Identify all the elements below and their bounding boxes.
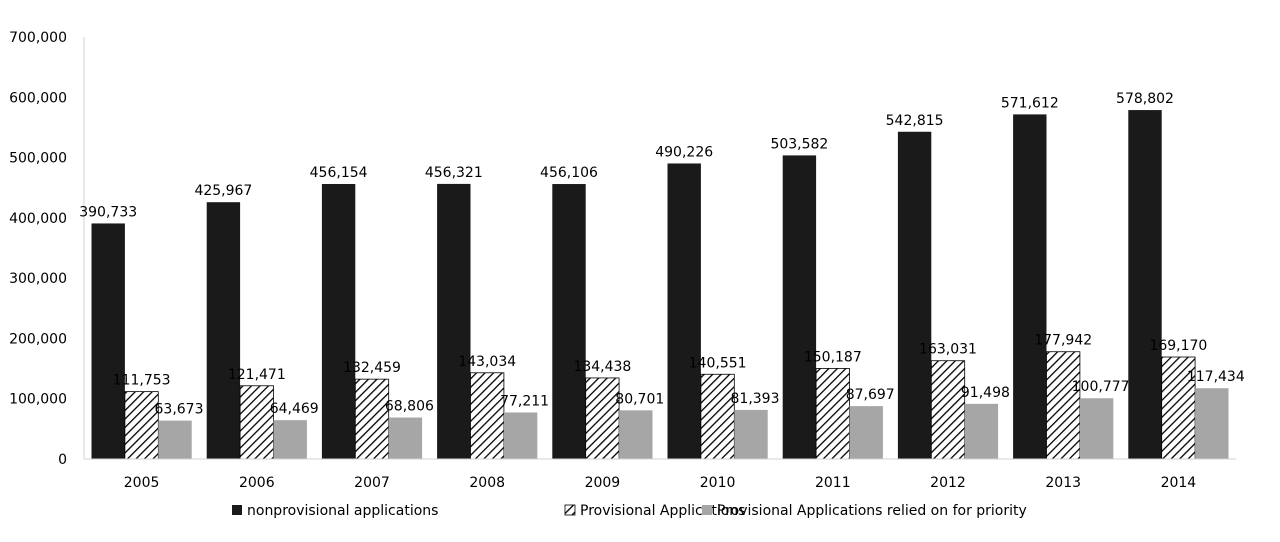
data-label: 542,815 — [886, 113, 944, 129]
x-axis: 2005 2006 2007 2008 2009 2010 2011 2012 2013 2014 — [84, 458, 1236, 491]
bar-nonprovisional-2014 — [1128, 110, 1162, 460]
y-tick-label: 400,000 — [9, 211, 67, 227]
data-label: 456,321 — [425, 165, 483, 181]
y-tick-label: 700,000 — [9, 30, 67, 46]
legend-label-provisional-priority: Provisional Applications relied on for p… — [717, 503, 1027, 519]
data-label: 169,170 — [1149, 338, 1207, 354]
bar-provisional-2008 — [470, 372, 505, 460]
data-label: 87,697 — [846, 387, 895, 403]
legend: nonprovisional applications Provisional A… — [232, 503, 1027, 519]
data-label: 132,459 — [343, 360, 401, 376]
bars-group — [91, 110, 1229, 460]
data-label: 121,471 — [228, 367, 286, 383]
bar-nonprovisional-2008 — [437, 183, 471, 459]
legend-label-nonprovisional: nonprovisional applications — [247, 503, 438, 519]
bar-provisional-2007 — [354, 378, 390, 460]
data-label: 425,967 — [194, 183, 252, 199]
data-label: 456,106 — [540, 165, 598, 181]
data-label: 63,673 — [155, 402, 204, 418]
bar-nonprovisional-2011 — [782, 155, 817, 459]
x-tick-label: 2005 — [124, 475, 160, 491]
data-label: 143,034 — [458, 354, 516, 370]
bar-provisional-priority-2010 — [734, 409, 768, 459]
bar-provisional-2009 — [585, 377, 620, 460]
x-tick-label: 2009 — [585, 475, 621, 491]
bar-provisional-2010 — [700, 373, 735, 460]
bar-provisional-priority-2014 — [1195, 388, 1229, 459]
bar-nonprovisional-2007 — [321, 184, 356, 459]
data-label: 456,154 — [310, 165, 368, 181]
y-tick-label: 0 — [58, 452, 67, 468]
data-label: 163,031 — [919, 342, 977, 358]
data-label: 503,582 — [770, 136, 828, 152]
legend-swatch-provisional-priority — [702, 505, 712, 515]
y-tick-label: 600,000 — [9, 90, 67, 106]
data-label: 68,806 — [385, 399, 434, 415]
x-tick-label: 2007 — [354, 475, 390, 491]
data-label: 91,498 — [961, 385, 1010, 401]
data-label: 140,551 — [689, 355, 747, 371]
bar-nonprovisional-2012 — [897, 131, 932, 459]
x-tick-label: 2013 — [1045, 475, 1081, 491]
bar-provisional-priority-2006 — [273, 420, 307, 459]
bar-provisional-2012 — [930, 360, 966, 460]
bar-provisional-priority-2005 — [158, 420, 192, 459]
data-label: 571,612 — [1001, 95, 1059, 111]
data-label: 111,753 — [113, 373, 171, 389]
bar-provisional-2011 — [815, 368, 850, 460]
y-tick-label: 500,000 — [9, 151, 67, 167]
bar-provisional-2005 — [124, 391, 159, 460]
bar-provisional-priority-2007 — [388, 417, 423, 459]
bar-provisional-2006 — [239, 385, 274, 460]
data-label: 77,211 — [500, 393, 549, 409]
data-label: 177,942 — [1034, 333, 1092, 349]
x-tick-label: 2011 — [815, 475, 851, 491]
data-label: 80,701 — [615, 391, 664, 407]
data-label: 64,469 — [270, 401, 319, 417]
bar-provisional-priority-2013 — [1079, 398, 1114, 459]
data-label: 81,393 — [731, 391, 780, 407]
bar-nonprovisional-2013 — [1013, 114, 1047, 459]
y-tick-label: 300,000 — [9, 271, 67, 287]
bar-provisional-priority-2009 — [619, 410, 653, 459]
bar-nonprovisional-2006 — [206, 202, 241, 459]
data-label: 490,226 — [655, 144, 713, 160]
x-tick-label: 2006 — [239, 475, 275, 491]
x-tick-label: 2014 — [1161, 475, 1197, 491]
y-axis: 0 100,000 200,000 300,000 400,000 500,000 600,… — [9, 30, 85, 468]
y-tick-label: 200,000 — [9, 331, 67, 347]
x-tick-label: 2010 — [700, 475, 736, 491]
bar-provisional-2013 — [1046, 351, 1081, 460]
data-label: 150,187 — [804, 349, 862, 365]
data-labels-group: 390,733 111,753 63,673 425,967 121,471 64,469… — [79, 91, 1245, 418]
legend-swatch-provisional — [564, 504, 576, 516]
data-label: 134,438 — [573, 359, 631, 375]
bar-provisional-priority-2012 — [964, 403, 999, 459]
legend-swatch-nonprovisional — [232, 505, 242, 515]
data-label: 390,733 — [79, 204, 137, 220]
x-tick-label: 2008 — [469, 475, 505, 491]
y-tick-label: 100,000 — [9, 392, 67, 408]
data-label: 578,802 — [1116, 91, 1174, 107]
bar-nonprovisional-2010 — [667, 163, 701, 460]
x-tick-label: 2012 — [930, 475, 966, 491]
bar-provisional-priority-2008 — [503, 412, 538, 459]
data-label: 117,434 — [1187, 369, 1245, 385]
bar-nonprovisional-2005 — [91, 223, 125, 459]
data-label: 100,777 — [1072, 379, 1130, 395]
bar-nonprovisional-2009 — [552, 184, 586, 459]
bar-provisional-priority-2011 — [849, 406, 883, 459]
